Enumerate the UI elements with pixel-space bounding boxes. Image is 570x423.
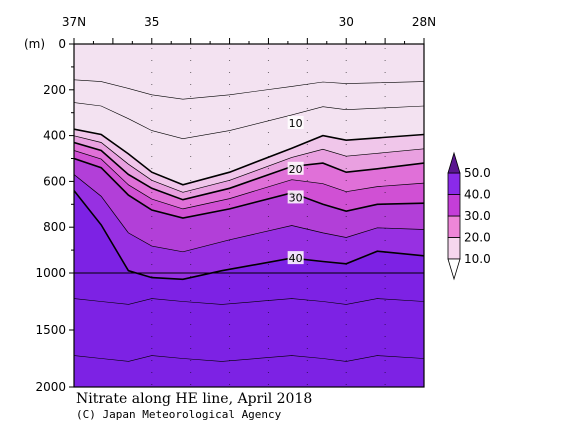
y-tick-label-200: 200 [43, 83, 66, 97]
contour-line-3 [74, 141, 424, 201]
y-tick-label-2000: 2000 [35, 380, 66, 394]
colorbar-extend-low [447, 258, 461, 281]
contour-line-deep-2 [74, 355, 424, 362]
colorbar-band-40 [447, 172, 461, 195]
contour-line-4 [74, 150, 424, 210]
colorbar-band-30 [447, 194, 461, 217]
fill-band-above-40 [74, 190, 424, 387]
station-markers [151, 48, 386, 385]
contour-lines [74, 79, 424, 362]
contour-line-1 [74, 128, 424, 186]
fill-band-35-40 [74, 174, 424, 280]
contour-label-10: 10 [289, 117, 303, 130]
contour-line-deep-1 [74, 298, 424, 305]
contour-line-shallow-1 [74, 79, 424, 100]
contour-label-bg-40 [287, 251, 304, 265]
contour-label-bg-20 [287, 161, 304, 175]
fill-band-below-10 [74, 44, 424, 185]
fill-band-30-35 [74, 158, 424, 252]
colorbar-label-20: 20.0 [464, 231, 491, 245]
x-tick-label-37: 37N [62, 15, 86, 29]
y-tick-label-1500: 1500 [35, 323, 66, 337]
x-tick-label-30: 30 [339, 15, 354, 29]
contour-label-30: 30 [289, 191, 303, 204]
contour-line-6 [74, 174, 424, 253]
y-axis: 0 200 400 600 800 1000 1500 2000 [35, 37, 74, 394]
plot-area [74, 44, 424, 387]
x-axis: 37N 35 30 28N [62, 15, 436, 44]
fill-band-25-30 [74, 150, 424, 218]
chart-title: Nitrate along HE line, April 2018 [76, 391, 312, 407]
contour-labels: 10 20 30 40 [287, 116, 304, 265]
y-tick-label-400: 400 [43, 129, 66, 143]
x-tick-label-28: 28N [412, 15, 436, 29]
y-tick-label-800: 800 [43, 220, 66, 234]
y-tick-label-0: 0 [58, 37, 66, 51]
colorbar: 10.0 20.0 30.0 40.0 50.0 [447, 151, 491, 281]
contour-label-bg-10 [287, 116, 304, 130]
y-tick-label-1000: 1000 [35, 266, 66, 280]
contour-line-5 [74, 157, 424, 219]
colorbar-extend-high [447, 151, 461, 174]
x-tick-label-35: 35 [144, 15, 159, 29]
y-axis-unit-label: (m) [24, 37, 45, 51]
contour-line-shallow-2 [74, 102, 424, 140]
contour-label-40: 40 [289, 252, 303, 265]
colorbar-label-50: 50.0 [464, 166, 491, 180]
colorbar-band-20 [447, 215, 461, 238]
contour-label-bg-30 [287, 190, 304, 204]
colorbar-label-40: 40.0 [464, 188, 491, 202]
chart-credit: (C) Japan Meteorological Agency [76, 408, 282, 421]
fill-band-15-20 [74, 135, 424, 200]
colorbar-label-30: 30.0 [464, 209, 491, 223]
colorbar-band-10 [447, 237, 461, 260]
contour-line-7 [74, 190, 424, 281]
colorbar-label-10: 10.0 [464, 252, 491, 266]
contour-label-20: 20 [289, 163, 303, 176]
y-tick-label-600: 600 [43, 174, 66, 188]
